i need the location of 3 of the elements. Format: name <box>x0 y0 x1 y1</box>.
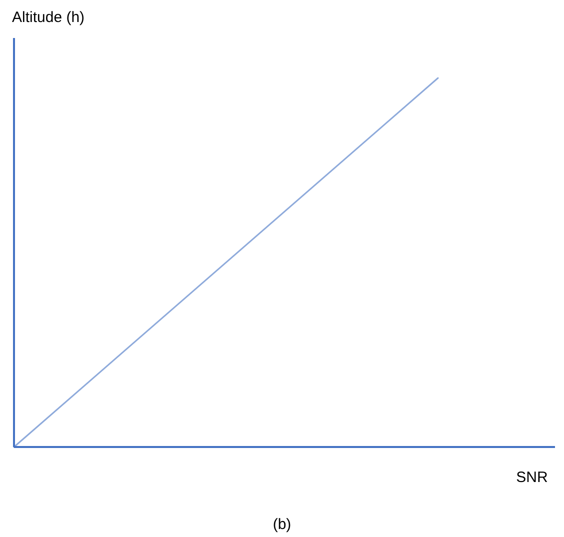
text: (b) <box>272 516 292 533</box>
y-axis-title: Altitude (h) <box>12 9 85 26</box>
x-axis-title: SNR <box>516 469 548 486</box>
